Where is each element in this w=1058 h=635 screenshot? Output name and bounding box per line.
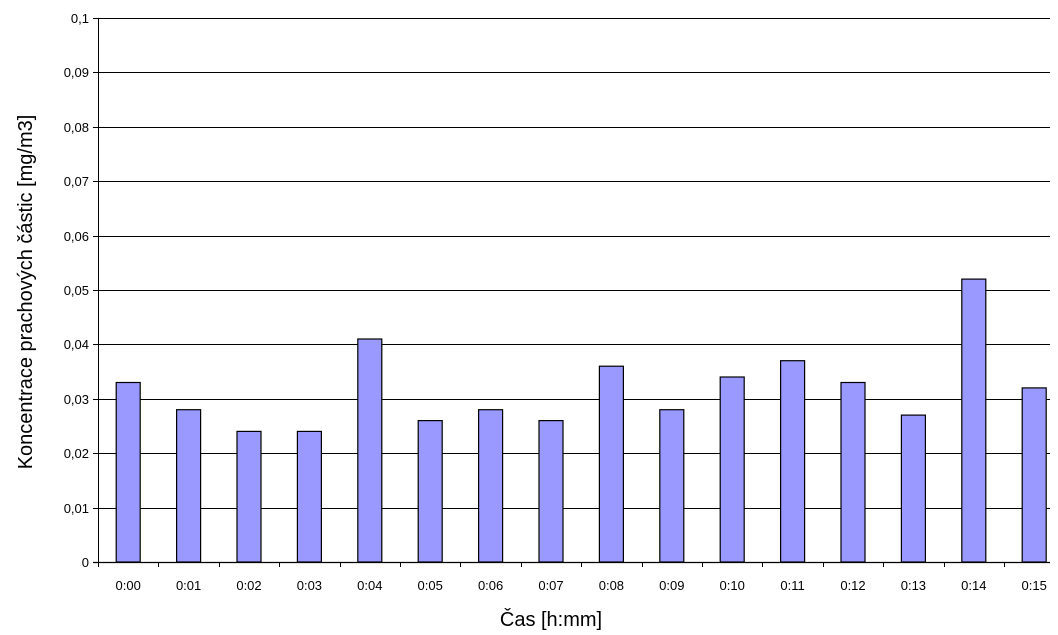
bar-0-05	[417, 420, 443, 563]
y-tick-label: 0,03	[64, 392, 89, 407]
y-tick-label: 0,09	[64, 65, 89, 80]
x-tick-label: 0:14	[961, 578, 986, 593]
x-tick-label: 0:02	[236, 578, 261, 593]
bar-0-02	[236, 430, 262, 563]
y-tick-label: 0	[82, 555, 89, 570]
axes	[93, 18, 1050, 567]
bar-0-13	[900, 414, 927, 563]
y-tick-label: 0,05	[64, 283, 89, 298]
x-tick-label: 0:09	[659, 578, 684, 593]
x-tick-label: 0:12	[840, 578, 865, 593]
x-tick-label: 0:06	[478, 578, 503, 593]
bar-0-14	[961, 278, 987, 563]
y-tick-label: 0,08	[64, 120, 89, 135]
bar-0-06	[478, 409, 504, 563]
bar-0-04	[357, 338, 383, 563]
x-tick-labels: 0:00 0:01 0:02 0:03 0:04 0:05 0:06 0:07 0:08 0:09…	[116, 578, 1047, 593]
x-tick-label: 0:15	[1022, 578, 1047, 593]
x-tick-label: 0:01	[176, 578, 201, 593]
bar-0-10	[719, 376, 745, 563]
x-tick-label: 0:08	[599, 578, 624, 593]
x-tick-label: 0:13	[901, 578, 926, 593]
y-tick-labels: 0 0,01 0,02 0,03 0,04 0,05 0,06 0,07 0,08 0,09 0,1	[64, 11, 89, 570]
x-tick-label: 0:11	[780, 578, 804, 593]
bar-0-11	[779, 360, 806, 563]
y-tick-label: 0,01	[64, 501, 89, 516]
x-tick-label: 0:05	[418, 578, 443, 593]
bar-0-03	[296, 430, 322, 563]
x-axis-title: Čas [h:mm]	[500, 608, 602, 631]
y-tick-label: 0,1	[71, 11, 89, 26]
bars	[115, 278, 1047, 563]
x-tick-label: 0:03	[297, 578, 322, 593]
x-tick-label: 0:04	[357, 578, 382, 593]
y-tick-label: 0,06	[64, 229, 89, 244]
y-axis-title: Koncentrace prachových částic [mg/m3]	[15, 115, 37, 470]
y-tick-label: 0,02	[64, 446, 89, 461]
x-tick-label: 0:07	[538, 578, 563, 593]
bar-0-07	[538, 420, 564, 563]
x-tick-label: 0:10	[720, 578, 745, 593]
bar-0-01	[176, 409, 202, 563]
bar-0-15	[1021, 387, 1047, 563]
bar-0-08	[598, 365, 625, 563]
bar-0-09	[659, 409, 685, 563]
y-tick-label: 0,07	[64, 174, 89, 189]
y-tick-label: 0,04	[64, 337, 89, 352]
bar-0-12	[840, 381, 866, 563]
bar-0-00	[115, 381, 141, 563]
x-tick-label: 0:00	[116, 578, 141, 593]
